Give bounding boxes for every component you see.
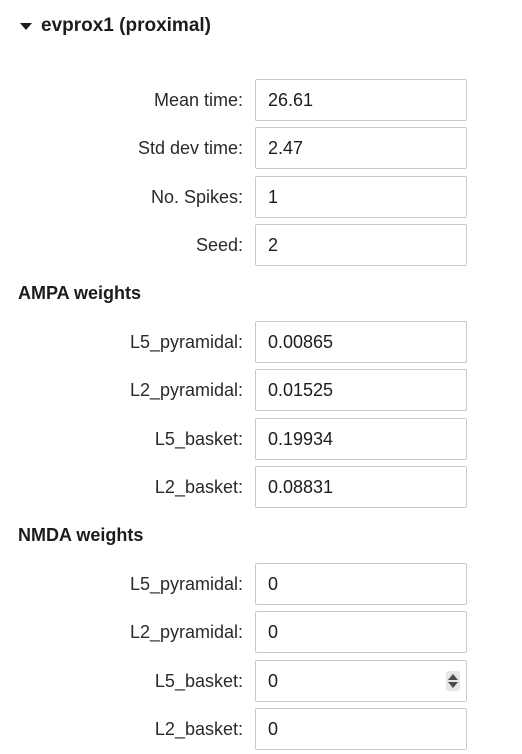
ampa-l2-basket-label: L2_basket: — [154, 477, 243, 497]
spinner-up-icon[interactable] — [448, 674, 458, 680]
nmda-l2-pyramidal-field[interactable] — [255, 611, 467, 653]
std-dev-time-input[interactable] — [256, 128, 466, 168]
ampa-l5-pyramidal-input[interactable] — [256, 322, 466, 362]
ampa-l5-basket-row: L5_basket: — [0, 418, 522, 460]
nmda-l5-pyramidal-label: L5_pyramidal: — [129, 574, 243, 594]
nmda-l2-pyramidal-label: L2_pyramidal: — [129, 622, 243, 642]
std-dev-time-field[interactable] — [255, 127, 467, 169]
spinner-arrows-icon[interactable] — [446, 671, 460, 691]
ampa-l2-basket-row: L2_basket: — [0, 466, 522, 508]
nmda-l2-pyramidal-input[interactable] — [256, 612, 466, 652]
ampa-weights-heading: AMPA weights — [18, 283, 142, 303]
num-spikes-label: No. Spikes: — [150, 187, 243, 207]
ampa-l2-pyramidal-row: L2_pyramidal: — [0, 369, 522, 411]
ampa-l5-basket-field[interactable] — [255, 418, 467, 460]
mean-time-field[interactable] — [255, 79, 467, 121]
nmda-l5-pyramidal-row: L5_pyramidal: — [0, 563, 522, 605]
spinner-down-icon[interactable] — [448, 682, 458, 688]
nmda-l2-basket-input[interactable] — [256, 709, 466, 749]
nmda-l5-basket-field[interactable] — [255, 660, 467, 702]
nmda-l5-pyramidal-input[interactable] — [256, 564, 466, 604]
num-spikes-field[interactable] — [255, 176, 467, 218]
num-spikes-row: No. Spikes: — [0, 176, 522, 218]
num-spikes-input[interactable] — [256, 177, 466, 217]
nmda-l5-basket-row: L5_basket: — [0, 660, 522, 702]
ampa-l5-pyramidal-label: L5_pyramidal: — [129, 332, 243, 352]
std-dev-time-row: Std dev time: — [0, 127, 522, 169]
section-toggle-evprox1[interactable]: evprox1 (proximal) — [20, 13, 211, 39]
seed-input[interactable] — [256, 225, 466, 265]
seed-label: Seed: — [195, 235, 243, 255]
ampa-l2-basket-input[interactable] — [256, 467, 466, 507]
nmda-l2-pyramidal-row: L2_pyramidal: — [0, 611, 522, 653]
nmda-weights-heading: NMDA weights — [18, 525, 144, 545]
nmda-l2-basket-label: L2_basket: — [154, 719, 243, 739]
nmda-l5-basket-input[interactable] — [256, 661, 466, 701]
ampa-l2-pyramidal-field[interactable] — [255, 369, 467, 411]
nmda-l5-basket-label: L5_basket: — [154, 671, 243, 691]
ampa-l5-pyramidal-field[interactable] — [255, 321, 467, 363]
mean-time-input[interactable] — [256, 80, 466, 120]
ampa-l2-basket-field[interactable] — [255, 466, 467, 508]
ampa-l2-pyramidal-label: L2_pyramidal: — [129, 380, 243, 400]
nmda-l2-basket-row: L2_basket: — [0, 708, 522, 750]
caret-down-icon[interactable] — [20, 23, 32, 30]
ampa-l5-pyramidal-row: L5_pyramidal: — [0, 321, 522, 363]
mean-time-row: Mean time: — [0, 79, 522, 121]
mean-time-label: Mean time: — [153, 90, 243, 110]
ampa-l5-basket-label: L5_basket: — [154, 429, 243, 449]
nmda-l5-pyramidal-field[interactable] — [255, 563, 467, 605]
ampa-l5-basket-input[interactable] — [256, 419, 466, 459]
std-dev-time-label: Std dev time: — [137, 138, 243, 158]
ampa-l2-pyramidal-input[interactable] — [256, 370, 466, 410]
seed-row: Seed: — [0, 224, 522, 266]
nmda-l2-basket-field[interactable] — [255, 708, 467, 750]
seed-field[interactable] — [255, 224, 467, 266]
section-title: evprox1 (proximal) — [41, 15, 211, 36]
